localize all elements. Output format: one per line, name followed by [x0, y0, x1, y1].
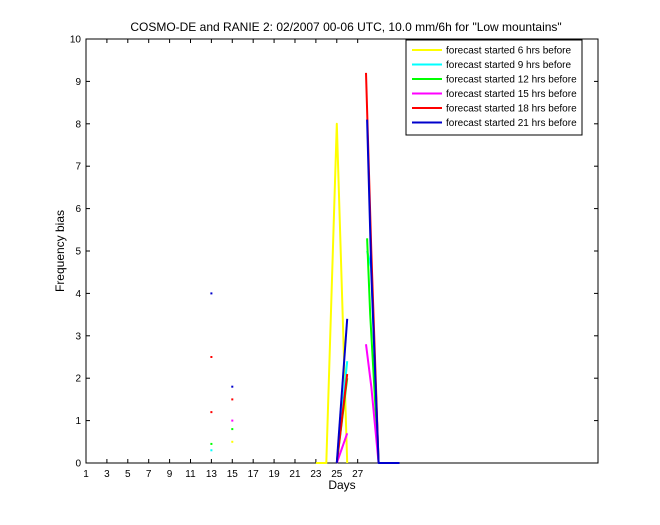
x-tick-label: 27 [352, 469, 364, 480]
legend-entry: forecast started 9 hrs before [446, 60, 572, 71]
series-line [335, 318, 349, 464]
x-tick-label: 25 [331, 469, 343, 480]
series-line [366, 119, 400, 464]
x-axis-label: Days [328, 478, 355, 492]
y-axis: 0 1 2 3 4 5 6 7 8 9 10 [70, 35, 598, 470]
series-layer [210, 72, 400, 464]
x-tick-label: 23 [310, 469, 322, 480]
chart-title: COSMO-DE and RANIE 2: 02/2007 00-06 UTC,… [130, 20, 561, 34]
series-4 [231, 344, 380, 464]
y-tick-label: 3 [75, 331, 81, 342]
legend-entry: forecast started 12 hrs before [446, 75, 577, 86]
x-tick-label: 5 [125, 469, 131, 480]
x-tick-label: 1 [83, 469, 89, 480]
y-tick-label: 10 [70, 35, 82, 46]
x-tick-label: 11 [185, 469, 196, 480]
series-1 [231, 122, 349, 464]
y-tick-label: 1 [75, 416, 81, 427]
data-point [231, 440, 234, 443]
y-tick-label: 9 [75, 77, 81, 88]
series-line [365, 344, 380, 464]
data-point [231, 398, 234, 401]
x-tick-label: 3 [104, 469, 110, 480]
data-point [210, 442, 213, 445]
data-point [210, 411, 213, 414]
y-tick-label: 6 [75, 204, 81, 215]
x-tick-label: 9 [167, 469, 173, 480]
legend-entry: forecast started 21 hrs before [446, 118, 577, 129]
x-tick-label: 7 [146, 469, 152, 480]
series-line [315, 122, 349, 464]
x-tick-label: 19 [269, 469, 281, 480]
data-point [231, 419, 234, 422]
data-point [231, 428, 234, 431]
legend-entry: forecast started 18 hrs before [446, 104, 577, 115]
x-axis: 1 3 5 7 9 11 13 15 17 19 21 23 25 27 [83, 39, 364, 480]
legend: forecast started 6 hrs before forecast st… [405, 39, 583, 136]
y-axis-label: Frequency bias [53, 210, 67, 292]
y-tick-label: 2 [75, 374, 81, 385]
x-tick-label: 21 [289, 469, 301, 480]
data-point [210, 356, 213, 358]
data-point [231, 385, 234, 388]
y-tick-label: 8 [75, 119, 81, 130]
y-tick-label: 4 [75, 289, 81, 300]
y-tick-label: 7 [75, 162, 81, 173]
data-point [210, 292, 213, 295]
legend-entry: forecast started 15 hrs before [446, 89, 577, 100]
y-tick-label: 5 [75, 247, 81, 258]
x-tick-label: 15 [227, 469, 239, 480]
legend-entry: forecast started 6 hrs before [446, 46, 572, 57]
series-6 [210, 119, 400, 464]
y-tick-label: 0 [75, 459, 81, 470]
x-tick-label: 17 [248, 469, 260, 480]
legend-box [405, 39, 583, 136]
series-line [335, 432, 349, 464]
data-point [210, 449, 213, 452]
x-tick-label: 13 [206, 469, 218, 480]
